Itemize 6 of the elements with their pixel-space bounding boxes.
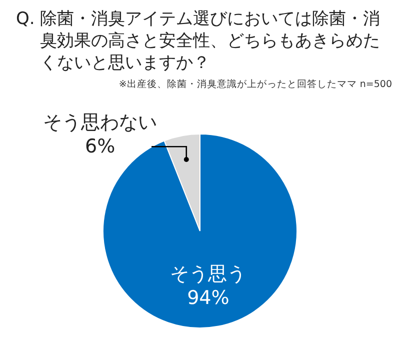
data-label: 94% <box>187 286 230 309</box>
chart-title: Q. 除菌・消臭アイテム選びにおいては除菌・消臭効果の高さと安全性、どちらもあきらめたくないと思いますか？ <box>15 8 382 74</box>
chart-subtitle: ※出産後、除菌・消臭意識が上がったと回答したママ n=500 <box>118 78 393 91</box>
data-label: 6% <box>85 135 116 158</box>
slice-label: そう思う <box>170 262 246 285</box>
slice-label: そう思わない <box>43 111 158 134</box>
